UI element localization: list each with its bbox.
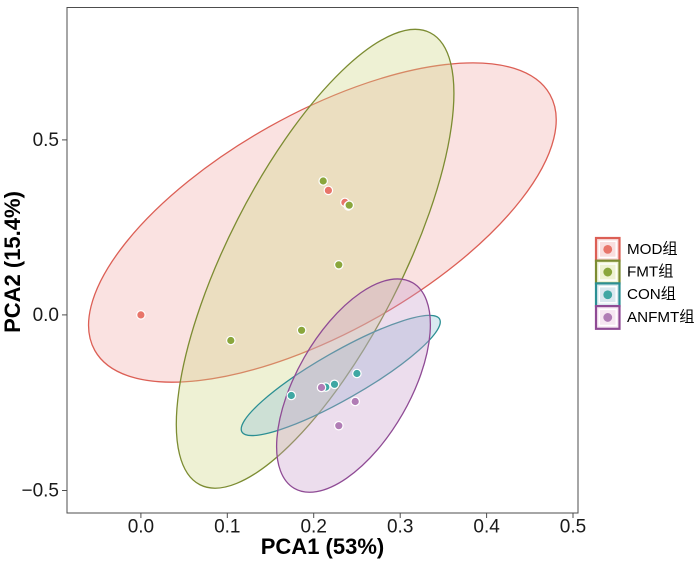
svg-text:0.1: 0.1 (214, 517, 240, 538)
svg-text:0.3: 0.3 (387, 517, 413, 538)
svg-text:PCA2 (15.4%): PCA2 (15.4%) (0, 191, 25, 333)
svg-text:0.0: 0.0 (33, 305, 59, 326)
svg-text:PCA1 (53%): PCA1 (53%) (261, 534, 384, 559)
svg-text:0.5: 0.5 (560, 517, 586, 538)
svg-text:0.4: 0.4 (473, 517, 500, 538)
svg-text:0.0: 0.0 (128, 517, 154, 538)
svg-text:ANFMT组: ANFMT组 (627, 309, 695, 326)
svg-text:FMT组: FMT组 (627, 264, 673, 281)
svg-text:−0.5: −0.5 (21, 481, 59, 502)
svg-text:MOD组: MOD组 (627, 241, 678, 258)
svg-text:CON组: CON组 (627, 286, 676, 303)
svg-text:0.5: 0.5 (33, 130, 59, 151)
